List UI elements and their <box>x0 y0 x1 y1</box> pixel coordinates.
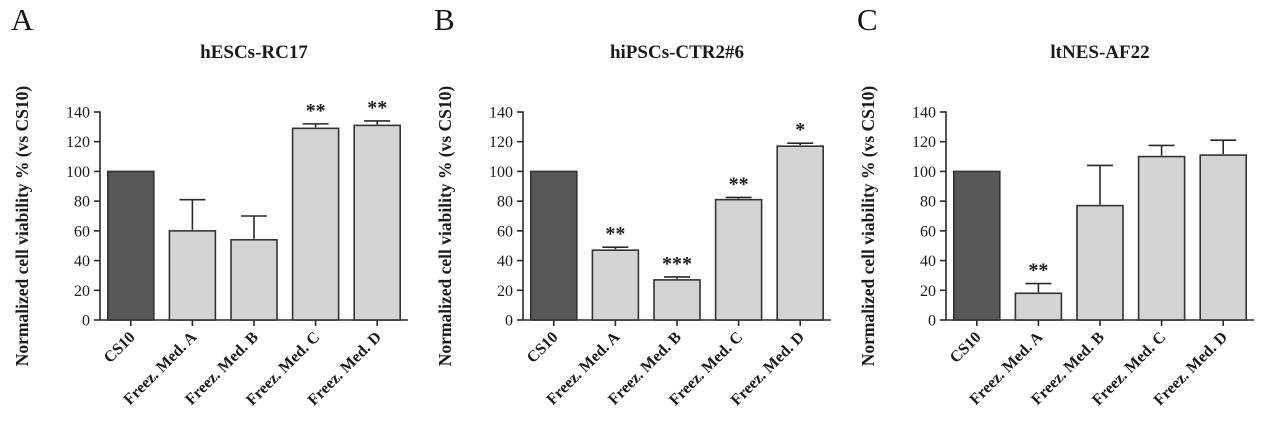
bar-freez-med-b <box>230 238 278 321</box>
y-tick-label-60: 60 <box>74 223 90 240</box>
y-tick-label-40: 40 <box>497 253 513 270</box>
y-tick-label-120: 120 <box>912 134 936 151</box>
chart-title: hESCs-RC17 <box>200 42 308 63</box>
x-label-cs10: CS10 <box>101 329 139 367</box>
bar-freez-med-c <box>714 198 763 321</box>
significance-freez-med-c: ** <box>306 100 326 122</box>
significance-freez-med-b: *** <box>662 253 692 275</box>
y-tick-label-140: 140 <box>912 105 936 122</box>
significance-freez-med-c: ** <box>729 173 749 195</box>
y-axis-label: Normalized cell viability % (vs CS10) <box>435 86 455 367</box>
panel-letter-b: B <box>434 2 455 37</box>
bar-freez-med-a <box>168 230 217 321</box>
bar-chart-hescs-rc17: hESCs-RC17 Normalized cell viability % (v… <box>12 42 408 409</box>
y-tick-label-20: 20 <box>497 283 513 300</box>
bar-freez-med-c <box>1137 155 1186 321</box>
panel-c: C ltNES-AF22 Normalized cell viability % … <box>846 0 1269 433</box>
y-tick-label-80: 80 <box>920 194 936 211</box>
x-label-cs10: CS10 <box>947 329 985 367</box>
panel-letter-c: C <box>857 2 878 37</box>
y-tick-label-140: 140 <box>489 105 513 122</box>
significance-freez-med-a: ** <box>605 223 625 245</box>
y-tick-label-120: 120 <box>66 134 90 151</box>
bar-freez-med-d <box>1199 154 1248 321</box>
panel-letter-a: A <box>11 2 34 37</box>
bar-chart-ltnes-af22: ltNES-AF22 Normalized cell viability % (v… <box>858 42 1254 409</box>
y-tick-label-140: 140 <box>66 105 90 122</box>
y-tick-label-100: 100 <box>912 164 936 181</box>
bar-freez-med-d <box>353 124 402 321</box>
bar-freez-med-a <box>1014 292 1063 321</box>
bar-cs10 <box>953 170 1001 321</box>
y-tick-label-40: 40 <box>74 253 90 270</box>
y-tick-label-80: 80 <box>497 194 513 211</box>
y-tick-label-80: 80 <box>74 194 90 211</box>
y-tick-label-0: 0 <box>505 313 513 330</box>
panel-a: A hESCs-RC17 Normalized cell viability % … <box>0 0 423 433</box>
y-tick-label-20: 20 <box>920 283 936 300</box>
bar-freez-med-b <box>653 279 701 321</box>
y-tick-label-60: 60 <box>920 223 936 240</box>
y-tick-label-0: 0 <box>928 313 936 330</box>
bar-chart-hipscs-ctr2-6: hiPSCs-CTR2#6 Normalized cell viability %… <box>435 42 831 409</box>
panel-b: B hiPSCs-CTR2#6 Normalized cell viability… <box>423 0 846 433</box>
bar-freez-med-d <box>776 145 825 321</box>
y-tick-label-60: 60 <box>497 223 513 240</box>
bar-freez-med-a <box>591 249 640 321</box>
y-tick-label-100: 100 <box>489 164 513 181</box>
chart-title: hiPSCs-CTR2#6 <box>610 42 744 63</box>
y-axis-label: Normalized cell viability % (vs CS10) <box>12 86 32 367</box>
y-tick-label-100: 100 <box>66 164 90 181</box>
y-tick-label-0: 0 <box>82 313 90 330</box>
y-tick-label-40: 40 <box>920 253 936 270</box>
bar-freez-med-b <box>1076 204 1124 321</box>
x-label-cs10: CS10 <box>524 329 562 367</box>
y-tick-label-20: 20 <box>74 283 90 300</box>
y-tick-label-120: 120 <box>489 134 513 151</box>
significance-freez-med-d: * <box>795 119 805 141</box>
chart-title: ltNES-AF22 <box>1050 42 1149 63</box>
significance-freez-med-d: ** <box>367 97 387 119</box>
bar-cs10 <box>530 170 578 321</box>
bar-cs10 <box>107 170 155 321</box>
bar-freez-med-c <box>291 127 340 321</box>
y-axis-label: Normalized cell viability % (vs CS10) <box>858 86 878 367</box>
significance-freez-med-a: ** <box>1028 260 1048 282</box>
